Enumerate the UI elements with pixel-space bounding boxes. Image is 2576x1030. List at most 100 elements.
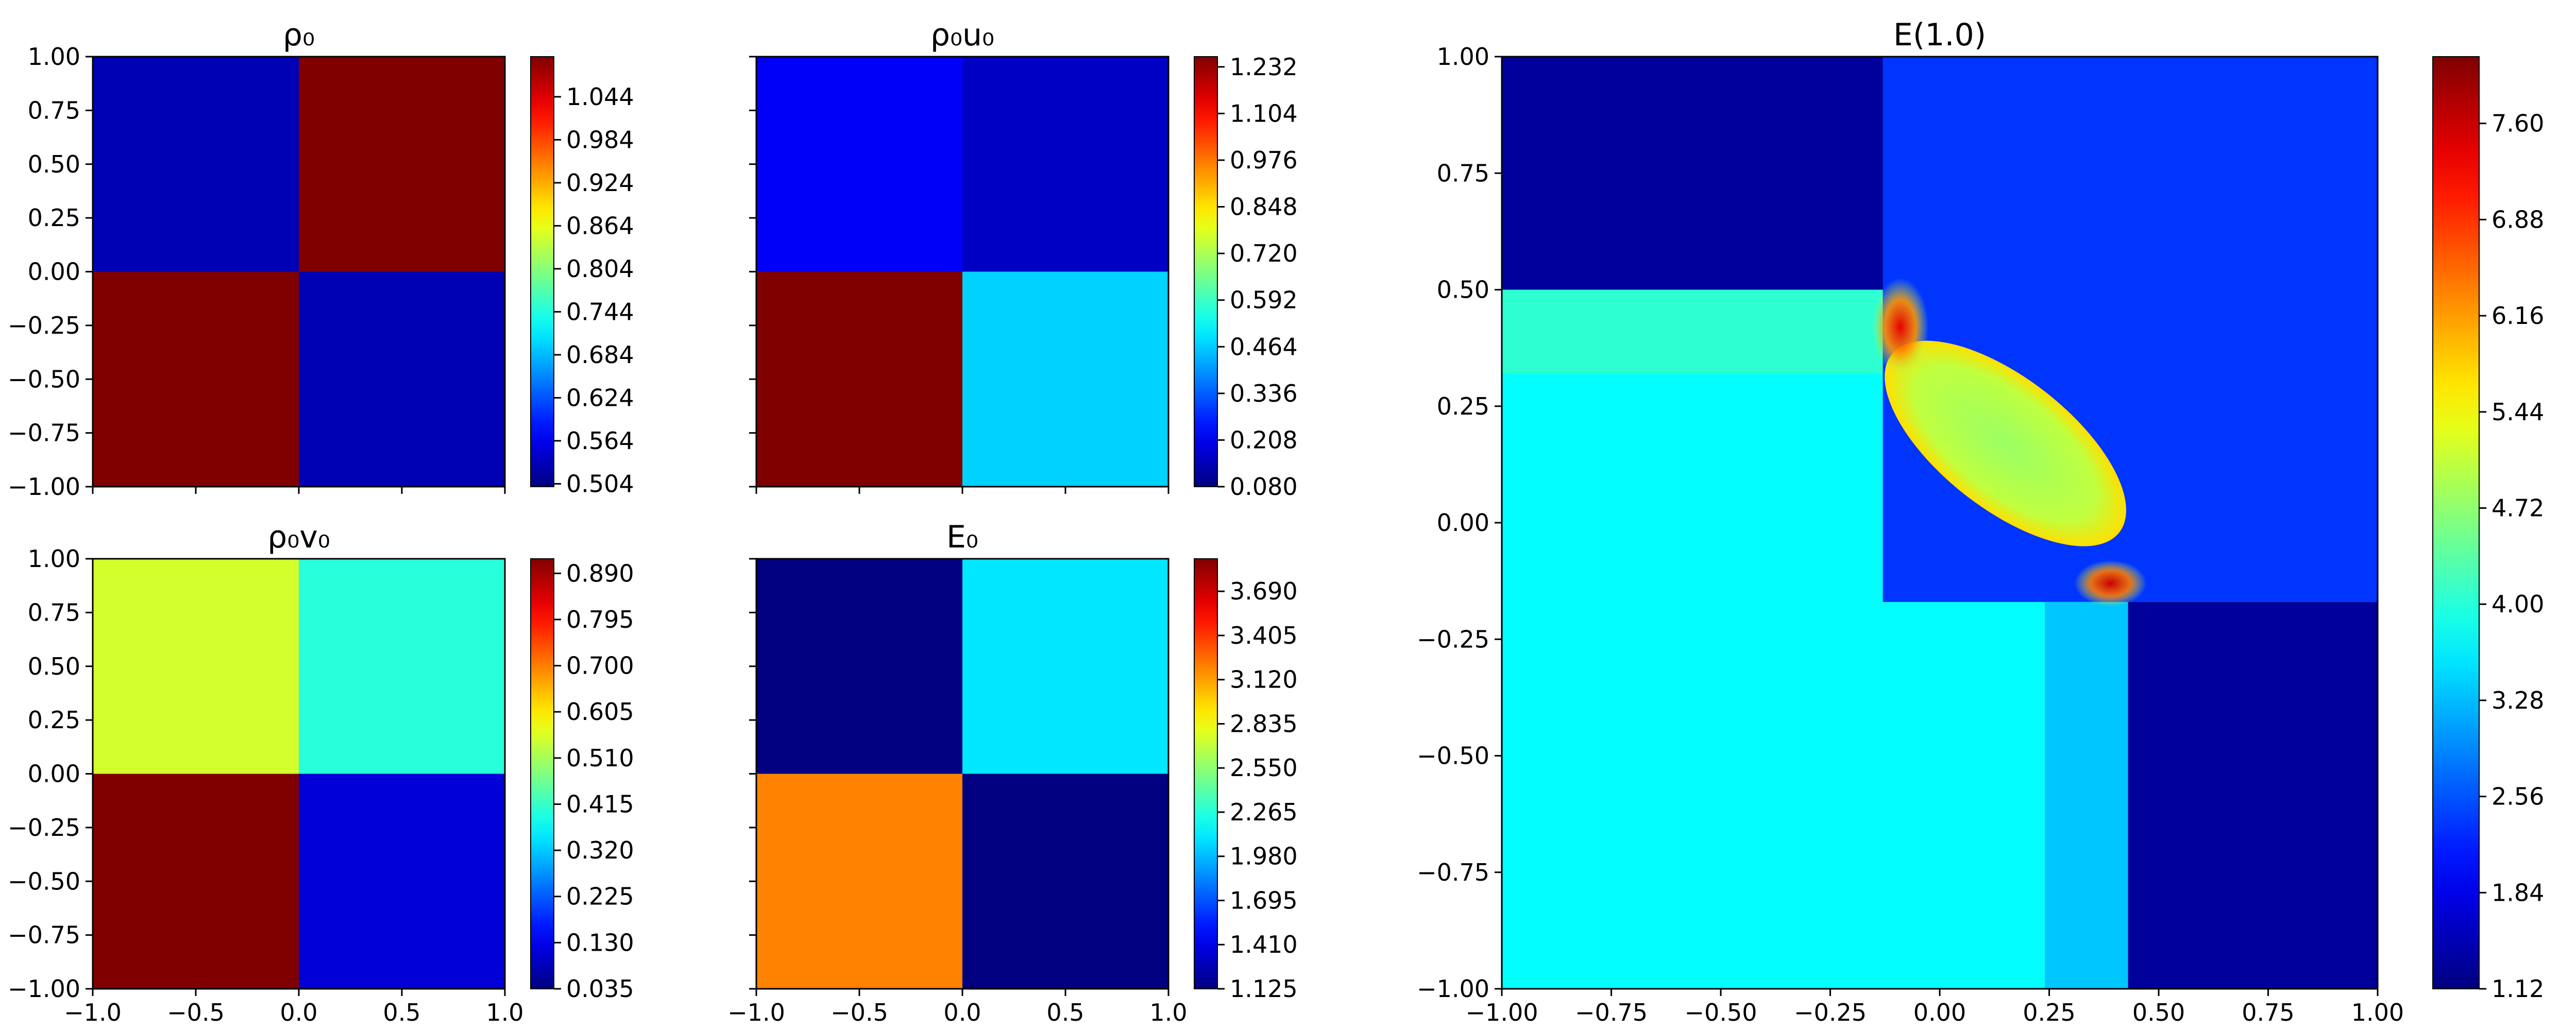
colorbar-tick-label: 2.835 <box>1230 710 1298 737</box>
x-tick-label: 0.75 <box>2242 999 2294 1026</box>
cell-bottom-left <box>756 271 962 487</box>
x-tick-label: −1.00 <box>1466 999 1538 1026</box>
colorbar-tick-label: 0.976 <box>1230 146 1298 174</box>
colorbar-tick-label: 0.744 <box>566 298 634 325</box>
colorbar-tick-label: 1.044 <box>566 83 634 111</box>
colorbar-tick-label: 0.924 <box>566 169 634 197</box>
x-tick-label: 0.00 <box>1913 999 1966 1026</box>
panel-title: ρ₀ <box>283 17 315 53</box>
x-tick-label: 0.0 <box>280 999 317 1026</box>
y-tick-label: −0.75 <box>8 419 80 447</box>
colorbar-tick-label: 3.405 <box>1230 622 1298 649</box>
y-tick-label: −0.50 <box>8 867 80 895</box>
colorbar-tick-label: 0.035 <box>566 975 634 1003</box>
hotspot-lower <box>2074 560 2147 607</box>
y-tick-label: −0.25 <box>1417 625 1489 653</box>
colorbar-tick-label: 0.605 <box>566 698 634 726</box>
colorbar-tick-label: 0.415 <box>566 790 634 818</box>
cell-bottom-left <box>93 774 299 989</box>
colorbar-tick-label: 0.804 <box>566 255 634 283</box>
colorbar-tick-label: 1.410 <box>1230 931 1298 958</box>
colorbar-tick-label: 0.684 <box>566 341 634 369</box>
cell-top-right <box>962 57 1168 272</box>
y-tick-label: −0.50 <box>8 365 80 393</box>
colorbar-tick-label: 7.60 <box>2492 110 2544 138</box>
x-tick-label: −1.0 <box>727 999 785 1026</box>
colorbar-tick-label: 6.88 <box>2492 205 2544 233</box>
x-tick-label: 1.00 <box>2351 999 2404 1026</box>
y-tick-label: 0.00 <box>28 760 80 788</box>
y-tick-label: −0.25 <box>8 312 80 339</box>
colorbar-tick-label: 0.504 <box>566 470 634 497</box>
colorbar-tick-label: 1.232 <box>1230 53 1298 81</box>
x-tick-label: −0.75 <box>1575 999 1648 1026</box>
colorbar-tick-label: 0.624 <box>566 384 634 411</box>
colorbar-tick-label: 0.336 <box>1230 380 1298 407</box>
colorbar-tick-label: 0.795 <box>566 606 634 633</box>
y-tick-label: −1.00 <box>8 975 80 1003</box>
colorbar-tick-label: 0.320 <box>566 836 634 864</box>
cell-top-left <box>756 57 962 272</box>
y-tick-label: −0.50 <box>1417 742 1489 770</box>
y-tick-label: 0.00 <box>1437 509 1489 537</box>
y-tick-label: 0.25 <box>1437 392 1489 420</box>
colorbar-tick-label: 0.700 <box>566 652 634 680</box>
x-tick-label: −1.0 <box>64 999 122 1026</box>
x-tick-label: 0.50 <box>2132 999 2185 1026</box>
cell-top-left <box>756 559 962 774</box>
colorbar-tick-label: 0.080 <box>1230 473 1298 501</box>
x-tick-label: −0.50 <box>1685 999 1757 1026</box>
panel-title: E₀ <box>946 519 978 555</box>
colorbar <box>1194 558 1218 989</box>
x-tick-label: −0.25 <box>1794 999 1867 1026</box>
region-bottom-right <box>2128 602 2378 989</box>
x-tick-label: 0.5 <box>383 999 420 1026</box>
colorbar-tick-label: 5.44 <box>2492 398 2544 426</box>
y-tick-label: −1.00 <box>1417 975 1489 1003</box>
colorbar-tick-label: 2.265 <box>1230 798 1298 826</box>
colorbar-tick-label: 1.84 <box>2492 879 2544 906</box>
y-tick-label: 0.75 <box>28 598 80 626</box>
colorbar-tick-label: 3.28 <box>2492 686 2544 714</box>
cell-bottom-right <box>962 271 1168 487</box>
colorbar-tick-label: 6.16 <box>2492 302 2544 330</box>
colorbar-tick-label: 0.464 <box>1230 333 1298 360</box>
colorbar-tick-label: 1.980 <box>1230 843 1298 870</box>
cell-top-left <box>93 559 299 774</box>
region-left-strip <box>1502 289 1883 374</box>
colorbar-tick-label: 0.208 <box>1230 426 1298 454</box>
y-tick-label: 0.50 <box>28 653 80 680</box>
colorbar-tick-label: 0.225 <box>566 883 634 911</box>
shock-ellipse <box>1885 340 2126 546</box>
y-tick-label: 0.00 <box>28 258 80 286</box>
colorbar-tick-label: 0.864 <box>566 212 634 239</box>
colorbar-tick-label: 3.690 <box>1230 577 1298 605</box>
x-tick-label: 0.5 <box>1046 999 1084 1026</box>
y-tick-label: 1.00 <box>1437 43 1489 71</box>
colorbar-tick-label: 0.848 <box>1230 193 1298 221</box>
colorbar-tick-label: 4.00 <box>2492 590 2544 618</box>
colorbar-tick-label: 0.592 <box>1230 286 1298 314</box>
colorbar <box>1194 56 1218 487</box>
colorbar <box>530 56 554 487</box>
panel-title: ρ₀v₀ <box>267 519 330 555</box>
colorbar-tick-label: 1.695 <box>1230 886 1298 914</box>
hotspot-upper <box>1872 278 1929 376</box>
colorbar-tick-label: 0.720 <box>1230 239 1298 267</box>
y-tick-label: 1.00 <box>28 545 80 573</box>
cell-bottom-left <box>756 774 962 989</box>
y-tick-label: 0.25 <box>28 204 80 232</box>
y-tick-label: 0.50 <box>28 150 80 178</box>
x-tick-label: 0.0 <box>943 999 981 1026</box>
cell-top-right <box>962 559 1168 774</box>
colorbar-tick-label: 1.125 <box>1230 975 1298 1003</box>
cell-bottom-left <box>93 271 299 487</box>
colorbar-tick-label: 2.56 <box>2492 783 2544 811</box>
cell-bottom-right <box>962 774 1168 989</box>
cell-bottom-right <box>299 774 505 989</box>
colorbar-tick-label: 2.550 <box>1230 754 1298 782</box>
colorbar-tick-label: 0.130 <box>566 929 634 956</box>
y-tick-label: 0.25 <box>28 706 80 734</box>
panel-title: E(1.0) <box>1893 17 1986 53</box>
